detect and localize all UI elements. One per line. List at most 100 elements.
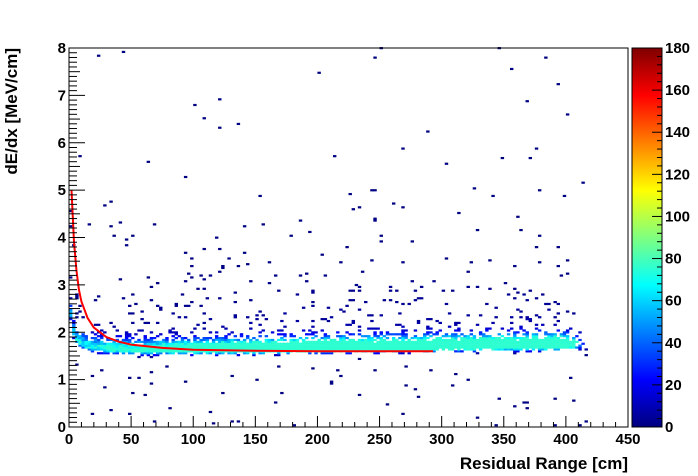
heatmap-cell — [308, 346, 312, 349]
heatmap-cell — [174, 302, 178, 306]
heatmap-cell — [149, 299, 154, 302]
heatmap-cell — [211, 350, 216, 353]
heatmap-cell — [84, 346, 88, 349]
heatmap-cell — [72, 325, 76, 328]
heatmap-cell — [177, 352, 182, 355]
heatmap-cell — [305, 348, 309, 351]
heatmap-cell — [193, 352, 197, 355]
heatmap-cell — [205, 336, 210, 340]
heatmap-cell — [556, 336, 560, 340]
heatmap-cell — [230, 338, 234, 342]
heatmap-cell — [218, 342, 222, 345]
heatmap-cell — [525, 100, 529, 103]
heatmap-cell — [534, 314, 539, 317]
heatmap-cell — [391, 342, 396, 345]
heatmap-cell — [236, 338, 241, 342]
heatmap-cell — [463, 335, 467, 338]
heatmap-cell — [124, 340, 129, 343]
heatmap-cell — [444, 344, 449, 347]
heatmap-cell — [500, 346, 505, 349]
heatmap-cell — [326, 340, 331, 343]
heatmap-cell — [295, 340, 300, 343]
heatmap-cell — [401, 333, 405, 336]
heatmap-cell — [320, 342, 324, 345]
heatmap-cell — [404, 340, 408, 343]
heatmap-cell — [183, 380, 188, 383]
heatmap-cell — [233, 352, 237, 355]
heatmap-cell — [159, 342, 163, 345]
heatmap-cell — [404, 342, 408, 345]
heatmap-cell — [314, 331, 318, 334]
heatmap-cell — [556, 344, 560, 347]
heatmap-cell — [81, 336, 85, 340]
heatmap-cell — [450, 346, 455, 349]
heatmap-cell — [180, 350, 185, 353]
heatmap-cell — [351, 333, 356, 336]
heatmap-cell — [143, 335, 147, 338]
heatmap-cell — [261, 344, 265, 347]
heatmap-cell — [149, 371, 154, 374]
heatmap-cell — [450, 384, 455, 387]
heatmap-cell — [336, 348, 340, 351]
heatmap-cell — [373, 338, 377, 342]
heatmap-cell — [525, 346, 529, 349]
heatmap-cell — [475, 342, 480, 345]
heatmap-cell — [214, 336, 219, 340]
heatmap-cell — [503, 346, 508, 349]
x-tick-label: 150 — [243, 431, 268, 448]
heatmap-cell — [255, 340, 259, 343]
x-axis-title: Residual Range [cm] — [460, 454, 628, 473]
heatmap-cell — [305, 342, 309, 345]
heatmap-cell — [323, 335, 328, 338]
heatmap-cell — [478, 336, 483, 340]
heatmap-cell — [541, 323, 545, 326]
heatmap-cell — [193, 327, 197, 330]
heatmap-cell — [336, 342, 340, 345]
heatmap-cell — [100, 329, 104, 332]
heatmap-cell — [171, 331, 175, 334]
heatmap-cell — [78, 342, 82, 345]
heatmap-cell — [332, 340, 337, 343]
heatmap-cell — [208, 346, 213, 349]
heatmap-cell — [503, 340, 508, 343]
heatmap-cell — [311, 319, 315, 323]
heatmap-cell — [224, 327, 228, 330]
heatmap-cell — [444, 338, 449, 342]
x-tick-label: 250 — [367, 431, 392, 448]
heatmap-cell — [199, 350, 203, 353]
heatmap-cell — [177, 335, 182, 338]
heatmap-cell — [214, 352, 219, 355]
heatmap-cell — [286, 344, 290, 347]
heatmap-cell — [497, 348, 501, 351]
heatmap-cell — [323, 336, 328, 340]
heatmap-cell — [584, 420, 588, 423]
heatmap-cell — [364, 346, 368, 349]
heatmap-cell — [370, 338, 374, 342]
colorbar-tick-label: 80 — [665, 251, 682, 268]
heatmap-cell — [342, 348, 346, 351]
heatmap-cell — [416, 297, 421, 300]
heatmap-cell — [131, 336, 135, 340]
heatmap-cell — [351, 338, 356, 342]
heatmap-cell — [581, 181, 585, 184]
heatmap-cell — [565, 310, 570, 313]
heatmap-cell — [69, 310, 73, 313]
heatmap-cell — [360, 342, 365, 345]
heatmap-cell — [280, 348, 284, 351]
heatmap-cell — [401, 352, 405, 355]
heatmap-cell — [379, 314, 383, 317]
heatmap-cell — [224, 342, 228, 345]
heatmap-cell — [339, 344, 343, 347]
heatmap-cell — [500, 335, 505, 338]
heatmap-cell — [345, 340, 349, 343]
heatmap-cell — [506, 333, 511, 336]
heatmap-cell — [93, 346, 98, 349]
heatmap-cell — [339, 335, 343, 338]
heatmap-cell — [317, 342, 321, 345]
heatmap-cell — [429, 331, 433, 334]
heatmap-cell — [401, 338, 405, 342]
heatmap-cell — [354, 283, 359, 287]
heatmap-cell — [494, 340, 498, 343]
heatmap-cell — [124, 244, 129, 247]
heatmap-cell — [100, 369, 104, 372]
